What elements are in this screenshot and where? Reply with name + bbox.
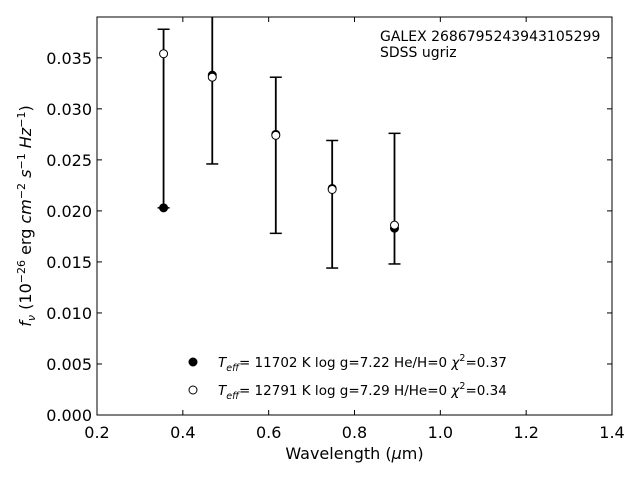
x-tick-label: 1.0 xyxy=(428,423,453,442)
annotation-object-id: GALEX 2686795243943105299 xyxy=(380,29,600,45)
y-axis-ticks: 0.000 0.005 0.010 0.015 0.020 0.025 0.030 0.035 xyxy=(46,49,612,425)
point-open xyxy=(389,220,399,230)
y-tick-label: 0.005 xyxy=(46,355,92,374)
y-tick-label: 0.025 xyxy=(46,151,92,170)
y-tick-label: 0.010 xyxy=(46,304,92,323)
point-open xyxy=(327,184,337,194)
y-tick-label: 0.000 xyxy=(46,406,92,425)
y-axis-label: fν (10−26 erg cm−2 s−1 Hz−1) xyxy=(15,105,38,326)
legend-entry: Teff= 12791 K log g=7.29 H/He=0 χ2=0.34 xyxy=(218,381,507,402)
annotation-survey: SDSS ugriz xyxy=(380,45,457,61)
data-markers xyxy=(159,49,399,233)
error-bars xyxy=(157,17,401,269)
legend-entry: Teff= 11702 K log g=7.22 He/H=0 χ2=0.37 xyxy=(218,353,507,374)
x-tick-label: 1.2 xyxy=(513,423,538,442)
x-tick-label: 0.6 xyxy=(256,423,281,442)
x-tick-label: 0.8 xyxy=(342,423,367,442)
point-open xyxy=(159,49,169,59)
legend: Teff= 11702 K log g=7.22 He/H=0 χ2=0.37 T… xyxy=(188,353,507,402)
x-tick-label: 0.2 xyxy=(84,423,109,442)
y-tick-label: 0.035 xyxy=(46,49,92,68)
point-filled xyxy=(159,203,169,213)
x-axis-label: Wavelength (μm) xyxy=(285,444,423,463)
legend-marker xyxy=(188,357,198,367)
x-tick-label: 1.4 xyxy=(599,423,624,442)
x-tick-label: 0.4 xyxy=(170,423,195,442)
x-axis-ticks: 0.2 0.4 0.6 0.8 1.0 1.2 1.4 xyxy=(84,17,625,442)
y-tick-label: 0.020 xyxy=(46,202,92,221)
y-tick-label: 0.030 xyxy=(46,100,92,119)
point-open xyxy=(271,130,281,140)
point-open xyxy=(207,72,217,82)
legend-marker xyxy=(188,385,198,395)
y-tick-label: 0.015 xyxy=(46,253,92,272)
